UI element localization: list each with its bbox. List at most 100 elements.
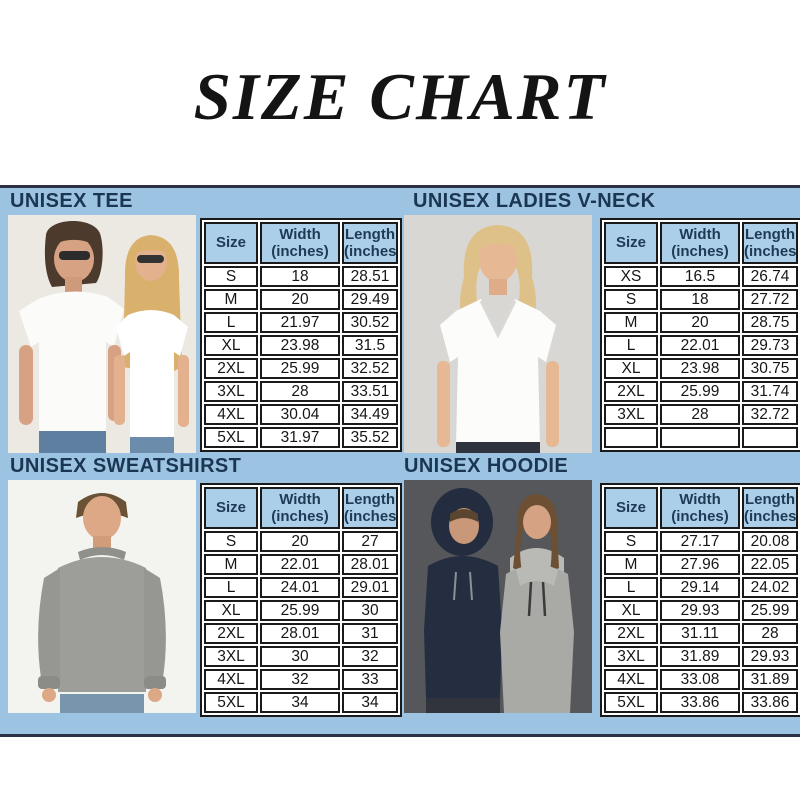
column-header-size: Size	[204, 487, 258, 529]
table-cell: M	[604, 554, 658, 575]
size-table-ladies-v-neck: Size Width (inches) Length (inches) XS 16…	[600, 218, 800, 452]
column-header-length: Length (inches)	[342, 487, 398, 529]
table-cell: 25.99	[742, 600, 798, 621]
table-row: S 18 27.72	[604, 289, 798, 310]
table-cell	[742, 427, 798, 448]
table-row: L 24.01 29.01	[204, 577, 398, 598]
table-cell: XL	[204, 335, 258, 356]
section-label: UNISEX HOODIE	[404, 455, 569, 477]
table-row: 5XL 31.97 35.52	[204, 427, 398, 448]
size-table-wrap: Size Width (inches) Length (inches) S 27.…	[600, 480, 800, 717]
section-header-ladies-v-neck: UNISEX LADIES V-NECK	[400, 188, 800, 215]
table-cell: 27.96	[660, 554, 740, 575]
table-cell: 28.01	[342, 554, 398, 575]
section-header-sweatshirt: UNISEX SWEATSHIRST	[0, 453, 400, 480]
table-cell: 34.49	[342, 404, 398, 425]
table-cell: 3XL	[604, 404, 658, 425]
table-cell: 25.99	[660, 381, 740, 402]
table-row: 3XL 30 32	[204, 646, 398, 667]
header-band-bottom: UNISEX SWEATSHIRST UNISEX HOODIE	[0, 453, 800, 480]
column-header-width: Width (inches)	[260, 487, 340, 529]
table-cell: 22.05	[742, 554, 798, 575]
couple-white-tees-photo	[8, 215, 196, 453]
table-cell: 18	[660, 289, 740, 310]
table-row: S 18 28.51	[204, 266, 398, 287]
size-table-header: Size Width (inches) Length (inches)	[204, 487, 398, 529]
section-label: UNISEX LADIES V-NECK	[413, 190, 656, 212]
table-cell: M	[604, 312, 658, 333]
woman-v-neck-photo	[404, 215, 592, 453]
table-cell: 30	[342, 600, 398, 621]
table-cell: 24.01	[260, 577, 340, 598]
table-row: M 22.01 28.01	[204, 554, 398, 575]
table-cell: 29.93	[742, 646, 798, 667]
table-row: S 20 27	[204, 531, 398, 552]
table-cell: 20	[260, 531, 340, 552]
couple-hoodies-photo	[404, 480, 592, 713]
size-table-sweatshirt: Size Width (inches) Length (inches) S 20 2…	[200, 483, 402, 717]
table-cell: 25.99	[260, 600, 340, 621]
table-cell: 31.5	[342, 335, 398, 356]
table-row: M 20 28.75	[604, 312, 798, 333]
table-cell: 3XL	[604, 646, 658, 667]
table-cell: 5XL	[604, 692, 658, 713]
table-cell: 2XL	[204, 623, 258, 644]
column-header-length: Length (inches)	[342, 222, 398, 264]
content-row-bottom: Size Width (inches) Length (inches) S 20 2…	[0, 480, 800, 717]
table-cell: 2XL	[204, 358, 258, 379]
table-cell: 33	[342, 669, 398, 690]
quadrant-hoodie: Size Width (inches) Length (inches) S 27.…	[400, 480, 800, 717]
table-cell: 4XL	[604, 669, 658, 690]
size-table-wrap: Size Width (inches) Length (inches) S 20 2…	[200, 480, 402, 717]
title-area: SIZE CHART	[0, 0, 800, 185]
table-cell: 24.02	[742, 577, 798, 598]
column-header-width: Width (inches)	[660, 487, 740, 529]
table-cell: XL	[204, 600, 258, 621]
table-cell: S	[604, 531, 658, 552]
column-header-width: Width (inches)	[660, 222, 740, 264]
table-cell: 30.04	[260, 404, 340, 425]
table-cell: 32.72	[742, 404, 798, 425]
table-row: M 20 29.49	[204, 289, 398, 310]
table-row: L 22.01 29.73	[604, 335, 798, 356]
table-cell: 28.01	[260, 623, 340, 644]
table-cell: 21.97	[260, 312, 340, 333]
table-row: XL 23.98 30.75	[604, 358, 798, 379]
table-cell: 29.73	[742, 335, 798, 356]
table-cell: 22.01	[260, 554, 340, 575]
size-table-header: Size Width (inches) Length (inches)	[604, 487, 798, 529]
table-cell: 29.93	[660, 600, 740, 621]
page-title: SIZE CHART	[193, 60, 607, 134]
section-header-hoodie: UNISEX HOODIE	[400, 453, 800, 480]
column-header-size: Size	[604, 222, 658, 264]
table-row: 3XL 28 32.72	[604, 404, 798, 425]
table-row: XL 25.99 30	[204, 600, 398, 621]
table-cell: 26.74	[742, 266, 798, 287]
table-cell: 31.74	[742, 381, 798, 402]
table-cell: 31	[342, 623, 398, 644]
table-cell: 16.5	[660, 266, 740, 287]
table-cell	[660, 427, 740, 448]
size-table-hoodie: Size Width (inches) Length (inches) S 27.…	[600, 483, 800, 717]
table-cell: 20.08	[742, 531, 798, 552]
column-header-length: Length (inches)	[742, 487, 798, 529]
table-row	[604, 427, 798, 448]
table-cell: S	[204, 266, 258, 287]
table-cell	[604, 427, 658, 448]
table-cell: 34	[260, 692, 340, 713]
table-cell: 28.75	[742, 312, 798, 333]
table-cell: 30.52	[342, 312, 398, 333]
table-cell: XL	[604, 600, 658, 621]
table-cell: 25.99	[260, 358, 340, 379]
couple-hoodies-illustration	[404, 480, 592, 713]
table-row: 5XL 34 34	[204, 692, 398, 713]
header-band-top: UNISEX TEE UNISEX LADIES V-NECK	[0, 188, 800, 215]
table-cell: 28.51	[342, 266, 398, 287]
table-cell: 4XL	[204, 404, 258, 425]
table-row: L 29.14 24.02	[604, 577, 798, 598]
table-row: 5XL 33.86 33.86	[604, 692, 798, 713]
section-header-unisex-tee: UNISEX TEE	[0, 188, 400, 215]
table-cell: L	[204, 312, 258, 333]
table-cell: 20	[660, 312, 740, 333]
table-cell: 5XL	[204, 692, 258, 713]
